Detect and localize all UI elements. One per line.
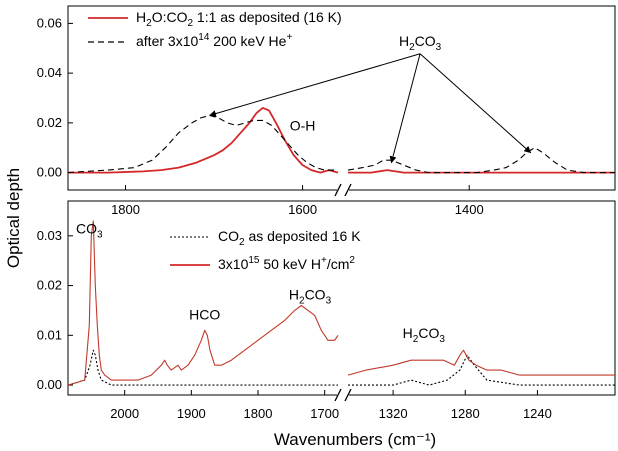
- y-tick-label: 0.06: [37, 15, 62, 30]
- y-axis-title: Optical depth: [4, 168, 23, 268]
- bottom-panel: 0.00 0.01 0.02 0.03 2000 1900 1800 1700 1320 1280…: [37, 200, 616, 421]
- annotation-co3: CO3: [76, 220, 103, 240]
- axis-break-mark: [334, 183, 342, 197]
- legend-label-0: H2O:CO2 1:1 as deposited (16 K): [136, 9, 342, 29]
- axis-break-mask: [337, 183, 349, 197]
- axis-break-mark: [344, 388, 352, 402]
- annotation-oh: O-H: [290, 117, 316, 133]
- series-1-line-seg-1: [347, 147, 615, 174]
- x-tick-label: 1700: [310, 406, 339, 421]
- x-tick-label: 1800: [244, 406, 273, 421]
- x-tick-label: 2000: [110, 406, 139, 421]
- y-tick-label: 0.00: [37, 377, 62, 392]
- x-tick-label: 1400: [455, 202, 484, 217]
- annotation-arrow-0: [208, 53, 421, 117]
- x-tick-label: 1900: [177, 406, 206, 421]
- annotation-arrow-2: [419, 53, 532, 154]
- annotation-h2co3: H2CO3: [399, 33, 442, 53]
- series-1-line-seg-0: [67, 220, 339, 386]
- annotation-h2co3-a: H2CO3: [289, 286, 332, 306]
- top-panel: 0.00 0.02 0.04 0.06 1800 1600 1400 H2O:CO2 1:1 …: [37, 5, 616, 217]
- axis-break-mark: [344, 183, 352, 197]
- x-tick-label: 1320: [379, 406, 408, 421]
- series-0-line-seg-0: [68, 107, 339, 174]
- y-tick-label: 0.01: [37, 327, 62, 342]
- axis-break-mark: [334, 388, 342, 402]
- y-tick-label: 0.02: [37, 115, 62, 130]
- y-tick-label: 0.02: [37, 278, 62, 293]
- annotation-h2co3-b: H2CO3: [403, 325, 446, 345]
- axis-break-mask: [337, 388, 349, 402]
- annotation-hco: HCO: [189, 306, 220, 322]
- y-tick-label: 0.03: [37, 228, 62, 243]
- legend-label-1: 3x1015 50 keV H+/cm2: [218, 255, 355, 272]
- x-axis-title: Wavenumbers (cm⁻¹): [274, 430, 436, 449]
- y-tick-label: 0.00: [37, 165, 62, 180]
- series-0-line-seg-1: [348, 354, 615, 386]
- x-tick-label: 1280: [451, 406, 480, 421]
- x-tick-label: 1800: [111, 202, 140, 217]
- annotation-arrow-1: [389, 53, 421, 164]
- y-tick-label: 0.04: [37, 65, 62, 80]
- x-tick-label: 1600: [288, 202, 317, 217]
- x-tick-label: 1240: [523, 406, 552, 421]
- series-0-line-seg-0: [67, 349, 338, 386]
- legend-label-0: CO2 as deposited 16 K: [218, 228, 361, 248]
- series-1-line-seg-1: [347, 349, 615, 376]
- legend-label-1: after 3x1014 200 keV He+: [136, 32, 292, 49]
